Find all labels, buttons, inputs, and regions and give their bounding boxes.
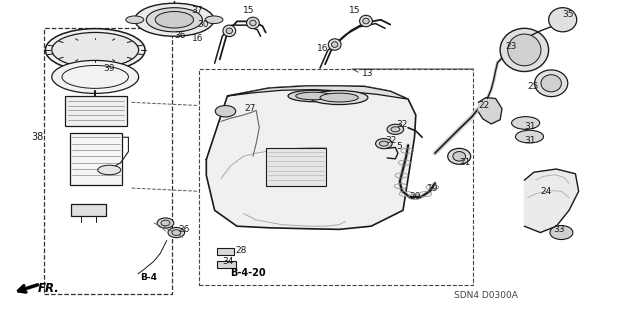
Text: 15: 15 [243, 6, 255, 15]
Bar [44, 28, 172, 294]
Ellipse shape [45, 29, 145, 71]
Bar [198, 69, 473, 285]
Text: 16: 16 [192, 34, 204, 43]
Polygon shape [478, 98, 502, 124]
Ellipse shape [168, 227, 184, 238]
Ellipse shape [360, 15, 372, 27]
Text: 24: 24 [540, 187, 552, 196]
Ellipse shape [250, 20, 256, 26]
Ellipse shape [391, 127, 400, 132]
Polygon shape [227, 86, 408, 99]
Text: B-4-20: B-4-20 [230, 268, 266, 278]
Ellipse shape [387, 124, 404, 134]
Bar [71, 204, 106, 216]
Text: 36: 36 [174, 31, 186, 40]
Ellipse shape [453, 152, 466, 161]
Text: 37: 37 [191, 6, 202, 15]
Ellipse shape [296, 92, 332, 100]
Text: 25: 25 [527, 82, 539, 91]
Ellipse shape [363, 18, 369, 24]
Ellipse shape [223, 25, 236, 37]
Ellipse shape [550, 226, 573, 240]
Ellipse shape [500, 28, 548, 71]
Ellipse shape [147, 8, 202, 32]
Text: 31: 31 [524, 122, 536, 131]
Ellipse shape [172, 230, 180, 235]
Text: 20: 20 [410, 191, 420, 201]
Polygon shape [524, 169, 579, 233]
Text: B-4: B-4 [140, 272, 157, 281]
Bar [70, 132, 122, 185]
Ellipse shape [226, 28, 232, 34]
Ellipse shape [508, 34, 541, 66]
Text: 28: 28 [236, 246, 247, 255]
Ellipse shape [52, 60, 139, 93]
Ellipse shape [161, 220, 170, 226]
Ellipse shape [511, 117, 540, 129]
Ellipse shape [98, 165, 121, 175]
Text: 31: 31 [524, 136, 536, 145]
Ellipse shape [534, 70, 568, 97]
Text: 5: 5 [397, 142, 403, 151]
Ellipse shape [157, 218, 173, 228]
Ellipse shape [548, 8, 577, 32]
Ellipse shape [156, 11, 193, 28]
Text: 26: 26 [178, 225, 189, 234]
Ellipse shape [246, 17, 259, 29]
Text: 33: 33 [553, 225, 564, 234]
Ellipse shape [380, 141, 388, 146]
Bar [216, 248, 234, 255]
Text: SDN4 D0300A: SDN4 D0300A [454, 291, 518, 300]
Bar [216, 261, 236, 268]
Bar [65, 96, 127, 126]
Ellipse shape [541, 75, 561, 92]
Ellipse shape [135, 3, 214, 36]
Ellipse shape [376, 138, 392, 149]
Ellipse shape [288, 90, 339, 102]
Text: 15: 15 [349, 6, 360, 15]
Ellipse shape [126, 16, 144, 24]
Ellipse shape [332, 42, 338, 48]
Text: 38: 38 [31, 132, 44, 142]
Text: 34: 34 [222, 257, 234, 266]
Text: 32: 32 [385, 136, 397, 145]
Ellipse shape [448, 148, 470, 164]
Text: 32: 32 [397, 120, 408, 129]
Ellipse shape [205, 16, 223, 24]
Text: FR.: FR. [38, 282, 60, 295]
Text: 22: 22 [478, 101, 490, 110]
Ellipse shape [52, 33, 139, 67]
Text: 30: 30 [197, 20, 209, 29]
Ellipse shape [515, 130, 543, 143]
Ellipse shape [320, 93, 358, 102]
Text: 13: 13 [362, 69, 373, 78]
Text: 23: 23 [505, 42, 516, 51]
Ellipse shape [310, 91, 368, 105]
Text: 19: 19 [428, 184, 439, 193]
Text: 27: 27 [244, 104, 256, 113]
Polygon shape [206, 86, 416, 229]
Text: 39: 39 [103, 64, 115, 73]
Text: 21: 21 [460, 158, 470, 167]
Text: 35: 35 [563, 11, 574, 19]
Ellipse shape [328, 39, 341, 50]
Text: 16: 16 [317, 44, 328, 53]
Bar [266, 148, 326, 187]
Ellipse shape [215, 106, 236, 117]
